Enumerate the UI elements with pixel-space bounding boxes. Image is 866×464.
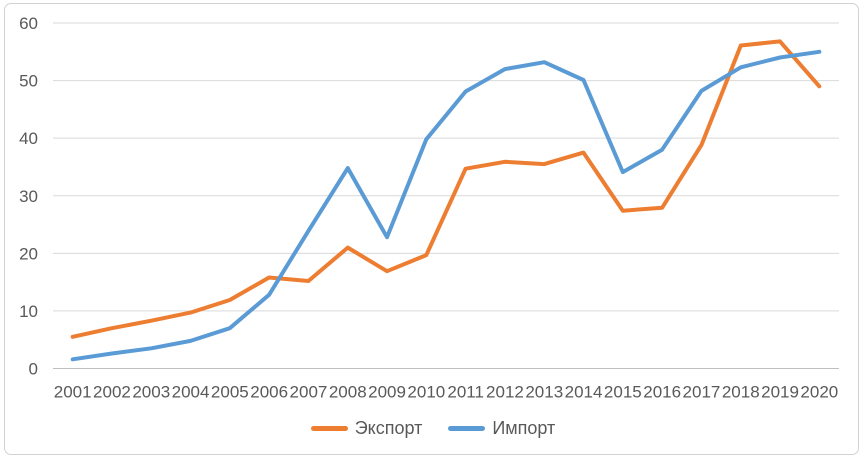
x-tick-label: 2008 [329,383,367,402]
x-tick-label: 2009 [368,383,406,402]
x-tick-label: 2001 [54,383,92,402]
x-axis-labels: 2001 2002 2003 2004 2005 2006 2007 2008 2009 2010… [54,383,839,402]
x-tick-label: 2011 [447,383,484,402]
x-tick-label: 2012 [486,383,524,402]
y-tick-label: 0 [29,360,38,379]
gridlines [53,22,839,369]
x-tick-label: 2002 [93,383,131,402]
legend-item-export[interactable]: Экспорт [310,418,423,438]
y-axis-labels: 0 10 20 30 40 50 60 [19,14,38,379]
series-lines [70,39,822,362]
export-line-swatch [310,425,348,431]
x-tick-label: 2007 [290,383,328,402]
chart-frame [4,3,859,455]
y-tick-label: 10 [19,302,38,321]
x-tick-label: 2014 [565,383,603,402]
x-tick-label: 2006 [250,383,288,402]
series-line-1[interactable] [70,49,822,362]
x-tick-label: 2013 [525,383,563,402]
x-tick-label: 2019 [761,383,799,402]
y-tick-label: 50 [19,72,38,91]
x-tick-label: 2010 [407,383,445,402]
x-tick-label: 2005 [211,383,249,402]
import-line-swatch [448,425,486,431]
y-tick-label: 20 [19,244,38,263]
x-tick-label: 2003 [132,383,170,402]
legend-item-import[interactable]: Импорт [448,419,555,437]
x-tick-label: 2020 [800,383,838,402]
x-tick-label: 2015 [604,383,642,402]
x-tick-label: 2017 [683,383,721,402]
series-line-0[interactable] [70,39,822,339]
legend-label-export: Экспорт [354,418,423,438]
y-tick-label: 30 [19,187,38,206]
x-tick-label: 2018 [722,383,760,402]
chart-legend: Экспорт Импорт [0,419,866,437]
legend-label-import: Импорт [492,418,556,438]
y-tick-label: 60 [19,14,38,33]
y-tick-label: 40 [19,129,38,148]
x-tick-label: 2016 [643,383,681,402]
x-tick-label: 2004 [172,383,210,402]
